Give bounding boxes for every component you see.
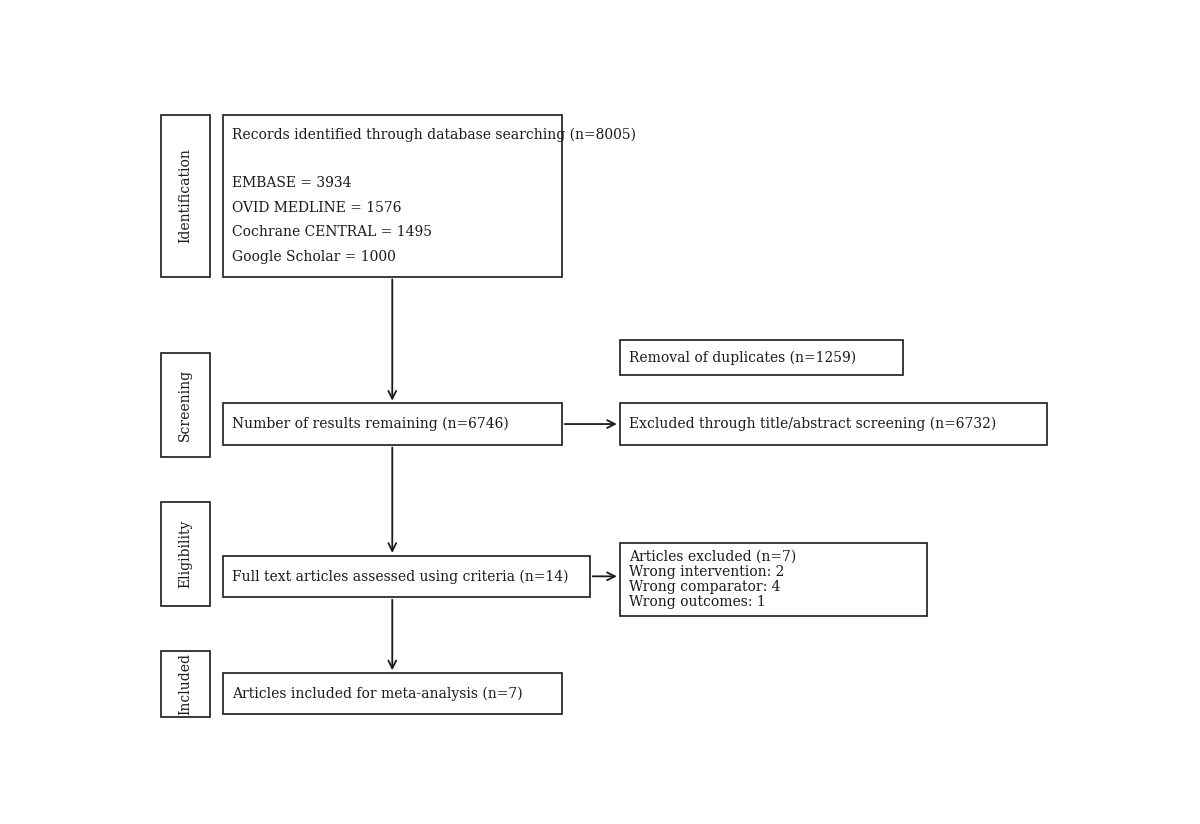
Text: Included: Included (179, 653, 192, 715)
Text: Identification: Identification (179, 148, 192, 243)
Text: Wrong intervention: 2: Wrong intervention: 2 (629, 565, 785, 579)
Bar (222, 555, 590, 597)
Bar (619, 543, 926, 616)
Text: Wrong comparator: 4: Wrong comparator: 4 (629, 580, 780, 594)
Bar (619, 404, 1048, 445)
Text: OVID MEDLINE = 1576: OVID MEDLINE = 1576 (232, 201, 401, 215)
Text: Articles included for meta-analysis (n=7): Articles included for meta-analysis (n=7… (232, 686, 522, 701)
Text: Cochrane CENTRAL = 1495: Cochrane CENTRAL = 1495 (232, 225, 432, 239)
Text: Screening: Screening (179, 369, 192, 441)
Text: Excluded through title/abstract screening (n=6732): Excluded through title/abstract screenin… (629, 417, 996, 431)
Bar (161, 502, 210, 606)
Bar (161, 353, 210, 457)
Text: Articles excluded (n=7): Articles excluded (n=7) (629, 550, 797, 564)
Bar (222, 115, 562, 277)
Text: Wrong outcomes: 1: Wrong outcomes: 1 (629, 595, 766, 609)
Bar (161, 115, 210, 277)
Text: EMBASE = 3934: EMBASE = 3934 (232, 176, 352, 190)
Bar (161, 651, 210, 718)
Text: Full text articles assessed using criteria (n=14): Full text articles assessed using criter… (232, 569, 569, 583)
Bar (222, 404, 562, 445)
Text: Removal of duplicates (n=1259): Removal of duplicates (n=1259) (629, 350, 856, 365)
Text: Google Scholar = 1000: Google Scholar = 1000 (232, 250, 396, 264)
Bar (619, 340, 904, 375)
Text: Number of results remaining (n=6746): Number of results remaining (n=6746) (232, 417, 509, 431)
Text: Records identified through database searching (n=8005): Records identified through database sear… (232, 128, 636, 142)
Bar (222, 673, 562, 714)
Text: Eligibility: Eligibility (179, 520, 192, 588)
